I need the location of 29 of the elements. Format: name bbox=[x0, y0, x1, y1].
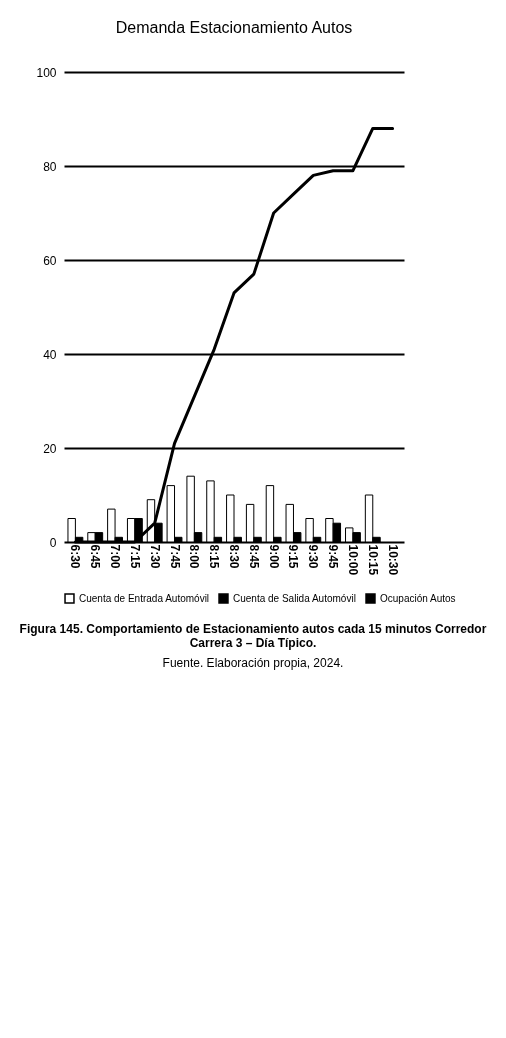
chart-title: Demanda Estacionamiento Autos bbox=[115, 19, 353, 36]
y-tick-label: 60 bbox=[43, 253, 57, 268]
x-tick-label: 7:30 bbox=[147, 544, 162, 569]
x-tick-label: 6:45 bbox=[88, 544, 103, 569]
x-tick-label: 10:30 bbox=[385, 544, 400, 576]
text: Figura 145. Comportamiento de Estacionamiento autos cada 15 minutos Corredor Carrera 3 – Día Típico. bbox=[18, 622, 488, 650]
y-tick-label: 0 bbox=[49, 535, 57, 550]
x-tick-label: 8:15 bbox=[207, 544, 222, 569]
x-tick-label: 9:15 bbox=[286, 544, 301, 569]
x-tick-label: 9:45 bbox=[326, 544, 341, 569]
x-tick-label: 7:00 bbox=[108, 544, 123, 569]
y-tick-label: 100 bbox=[36, 65, 57, 80]
legend-label: Cuenta de Entrada Automóvil bbox=[79, 592, 210, 604]
y-tick-label: 20 bbox=[43, 441, 57, 456]
y-tick-label: 80 bbox=[43, 159, 57, 174]
x-tick-label: 8:30 bbox=[227, 544, 241, 569]
x-tick-label: 10:00 bbox=[345, 544, 360, 576]
x-tick-label: 8:45 bbox=[246, 544, 261, 569]
source-note: Fuente. Elaboración propia, 2024. bbox=[161, 656, 345, 670]
legend-label: Ocupación Autos bbox=[380, 592, 456, 604]
y-tick-label: 40 bbox=[43, 347, 57, 362]
x-tick-label: 7:45 bbox=[167, 544, 182, 569]
x-tick-label: 9:30 bbox=[306, 544, 321, 569]
legend-label: Cuenta de Salida Automóvil bbox=[233, 592, 356, 604]
x-tick-label: 10:15 bbox=[365, 544, 380, 576]
x-tick-label: 7:15 bbox=[127, 544, 142, 569]
x-tick-label: 6:30 bbox=[68, 544, 83, 569]
x-tick-label: 9:00 bbox=[266, 544, 281, 569]
x-tick-label: 8:00 bbox=[187, 544, 202, 569]
